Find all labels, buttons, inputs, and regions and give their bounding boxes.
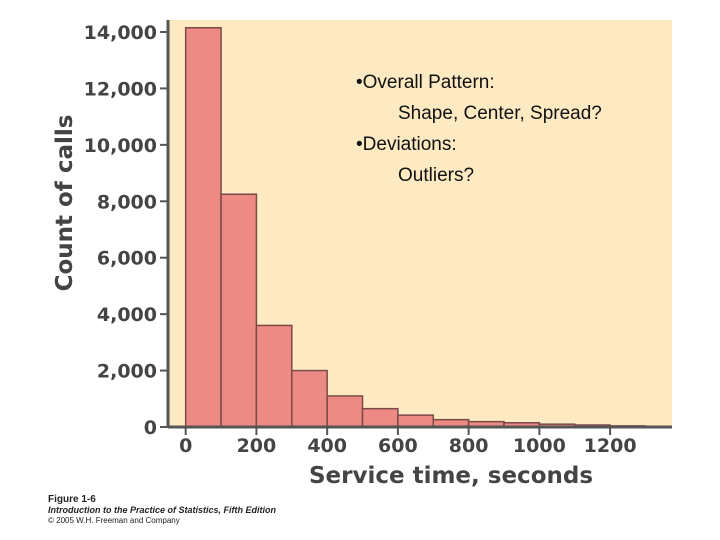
figure-number: Figure 1-6 — [48, 494, 96, 505]
x-axis-title: Service time, seconds — [309, 463, 593, 489]
histogram-bar — [184, 27, 222, 428]
y-tick-label: 0 — [144, 417, 157, 439]
x-tick-label: 600 — [378, 435, 418, 457]
x-tick-label: 0 — [179, 435, 192, 457]
y-tick-label: 12,000 — [84, 78, 157, 100]
histogram-bar — [397, 414, 435, 428]
copyright-line: © 2005 W.H. Freeman and Company — [48, 516, 180, 525]
x-tick-label: 1000 — [513, 435, 566, 457]
annotation-line-deviations: •Deviations: — [356, 134, 457, 155]
y-tick-label: 6,000 — [97, 248, 157, 270]
histogram-bar — [326, 395, 364, 428]
x-tick-label: 400 — [307, 435, 347, 457]
y-tick-label: 14,000 — [84, 22, 157, 44]
x-tick-label: 1200 — [584, 435, 637, 457]
x-tick-label: 800 — [449, 435, 489, 457]
annotation-line-shape-center-spread: Shape, Center, Spread? — [398, 103, 602, 124]
histogram-bar — [255, 324, 293, 428]
y-tick-label: 4,000 — [97, 304, 157, 326]
x-tick-label: 200 — [237, 435, 277, 457]
histogram-bar — [220, 193, 258, 428]
histogram-bar — [361, 407, 399, 428]
y-tick-label: 10,000 — [84, 135, 157, 157]
annotation-line-overall-pattern: •Overall Pattern: — [356, 72, 495, 93]
book-title: Introduction to the Practice of Statisti… — [48, 505, 277, 515]
y-tick-label: 8,000 — [97, 191, 157, 213]
y-tick-label: 2,000 — [97, 361, 157, 383]
annotation-line-outliers: Outliers? — [398, 165, 474, 186]
annotation-box: •Overall Pattern: Shape, Center, Spread?… — [356, 72, 602, 186]
histogram-bar — [291, 369, 328, 428]
y-axis-title: Count of calls — [52, 115, 78, 292]
